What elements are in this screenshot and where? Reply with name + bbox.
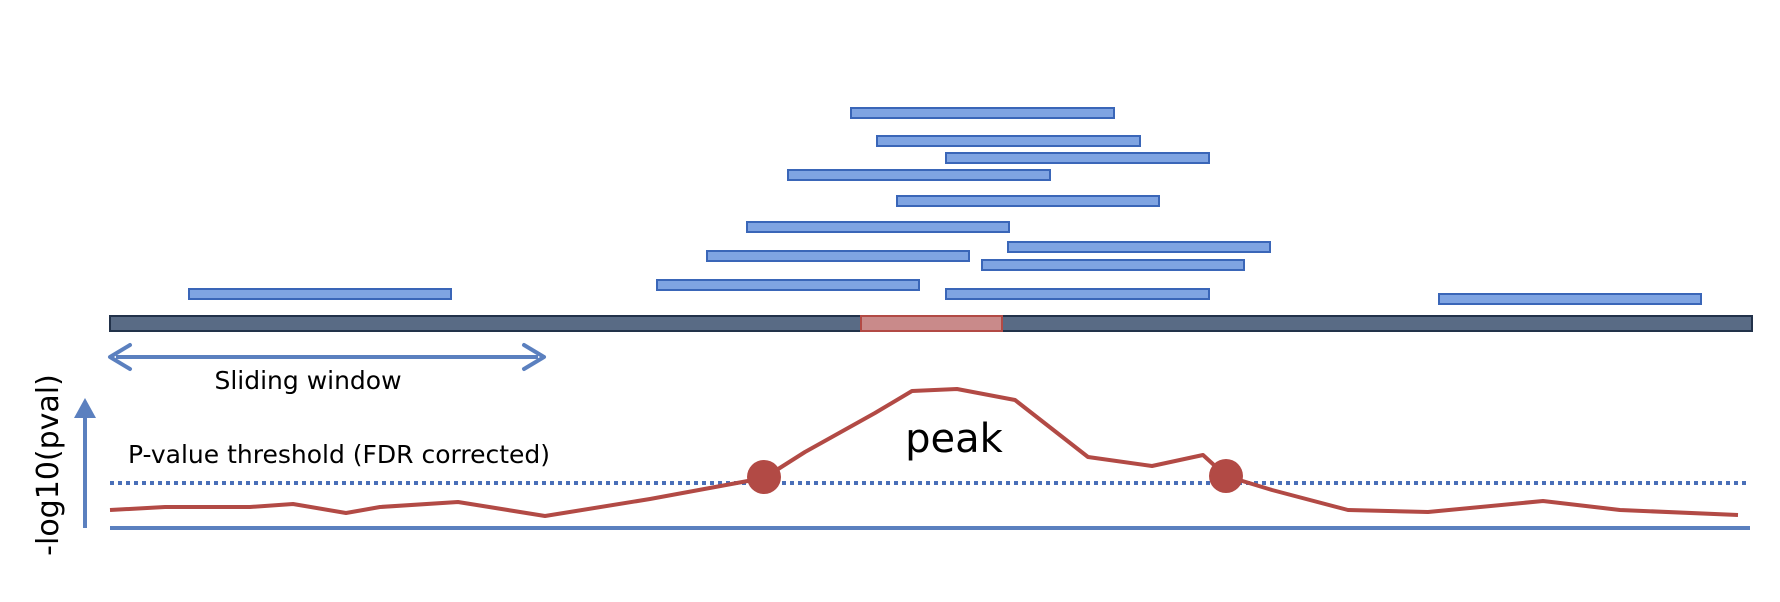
read — [877, 136, 1140, 146]
sliding-window-label: Sliding window — [214, 366, 401, 395]
read — [707, 251, 969, 261]
peak-label: peak — [905, 416, 1004, 462]
read — [982, 260, 1244, 270]
aligned-reads — [189, 108, 1701, 304]
read — [897, 196, 1159, 206]
threshold-crossing-marker — [1209, 459, 1243, 493]
read — [657, 280, 919, 290]
read — [946, 289, 1209, 299]
read — [851, 108, 1114, 118]
read — [1439, 294, 1701, 304]
peak-region — [861, 316, 1002, 331]
y-axis-label: -log10(pval) — [31, 374, 66, 556]
read — [189, 289, 451, 299]
threshold-label: P-value threshold (FDR corrected) — [128, 440, 550, 469]
read — [946, 153, 1209, 163]
read — [788, 170, 1050, 180]
read — [747, 222, 1009, 232]
threshold-crossing-marker — [747, 460, 781, 494]
up-arrow-icon — [74, 398, 96, 528]
read — [1008, 242, 1270, 252]
